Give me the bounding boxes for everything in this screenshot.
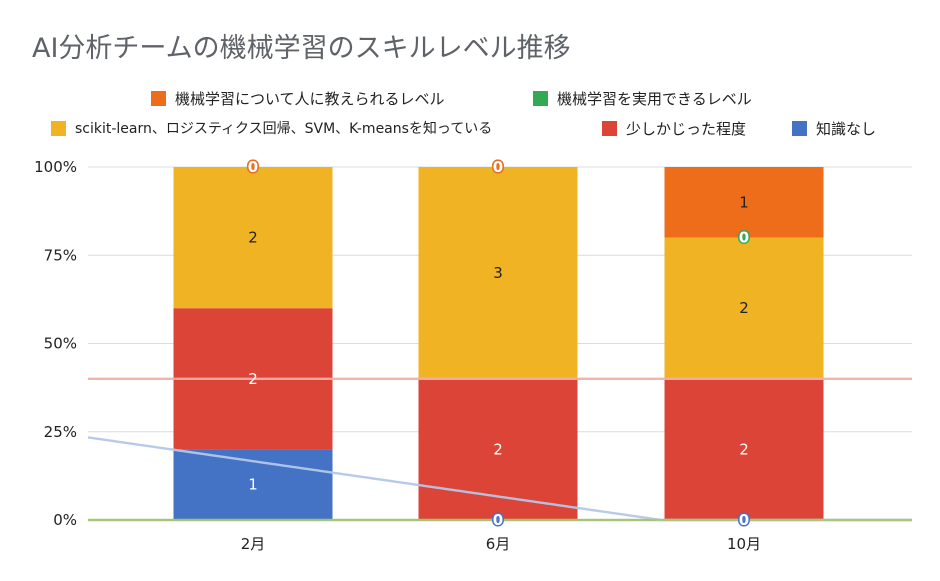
legend-label-no-knowledge: 知識なし bbox=[816, 120, 877, 138]
bar-segment bbox=[418, 167, 578, 379]
data-label: 0 bbox=[493, 158, 503, 176]
data-label: 1 bbox=[248, 476, 258, 494]
data-label: 0 bbox=[739, 229, 749, 247]
legend-item-knows-algorithms[interactable]: scikit-learn、ロジスティクス回帰、SVM、K-meansを知っている bbox=[51, 118, 492, 138]
legend-label-dabbled: 少しかじった程度 bbox=[626, 120, 747, 138]
data-label: 0 bbox=[493, 511, 503, 529]
x-tick-label: 6月 bbox=[486, 535, 511, 553]
legend-item-teach[interactable]: 機械学習について人に教えられるレベル bbox=[151, 88, 445, 109]
bar-segment bbox=[664, 378, 824, 520]
chart-title: AI分析チームの機械学習のスキルレベル推移 bbox=[32, 33, 571, 64]
legend-label-teach: 機械学習について人に教えられるレベル bbox=[175, 90, 445, 108]
data-label: 2 bbox=[739, 440, 749, 458]
data-label: 2 bbox=[739, 299, 749, 317]
data-label: 0 bbox=[493, 158, 503, 176]
legend-label-practical: 機械学習を実用できるレベル bbox=[557, 90, 752, 108]
legend-label-knows-algorithms: scikit-learn、ロジスティクス回帰、SVM、K-meansを知っている bbox=[75, 121, 493, 137]
legend-swatch-practical bbox=[533, 91, 548, 106]
data-label: 0 bbox=[248, 158, 258, 176]
legend-item-dabbled[interactable]: 少しかじった程度 bbox=[602, 118, 746, 139]
legend-swatch-dabbled bbox=[602, 121, 617, 136]
y-tick-label: 75% bbox=[44, 246, 77, 264]
y-tick-label: 100% bbox=[34, 158, 77, 176]
x-tick-label: 2月 bbox=[241, 535, 266, 553]
legend-swatch-knows-algorithms bbox=[51, 120, 66, 136]
legend-swatch-no-knowledge bbox=[792, 121, 807, 136]
legend-item-practical[interactable]: 機械学習を実用できるレベル bbox=[533, 88, 752, 109]
legend-swatch-teach bbox=[151, 91, 166, 106]
data-label: 1 bbox=[739, 193, 749, 211]
data-label: 0 bbox=[248, 158, 258, 176]
y-tick-label: 25% bbox=[44, 423, 77, 441]
y-tick-label: 50% bbox=[44, 335, 77, 353]
data-label: 2 bbox=[248, 229, 258, 247]
bar-segment bbox=[173, 167, 333, 309]
bar-segment bbox=[664, 167, 824, 238]
bar-segment bbox=[664, 237, 824, 379]
y-tick-label: 0% bbox=[53, 511, 77, 529]
data-label: 2 bbox=[248, 370, 258, 388]
data-label: 0 bbox=[739, 511, 749, 529]
legend-row-2: scikit-learn、ロジスティクス回帰、SVM、K-meansを知っている… bbox=[0, 118, 940, 138]
data-label: 3 bbox=[493, 264, 503, 282]
data-label: 2 bbox=[493, 440, 503, 458]
legend-item-no-knowledge[interactable]: 知識なし bbox=[792, 118, 876, 139]
x-tick-label: 10月 bbox=[727, 535, 761, 553]
legend-row-1: 機械学習について人に教えられるレベル 機械学習を実用できるレベル bbox=[0, 88, 940, 108]
